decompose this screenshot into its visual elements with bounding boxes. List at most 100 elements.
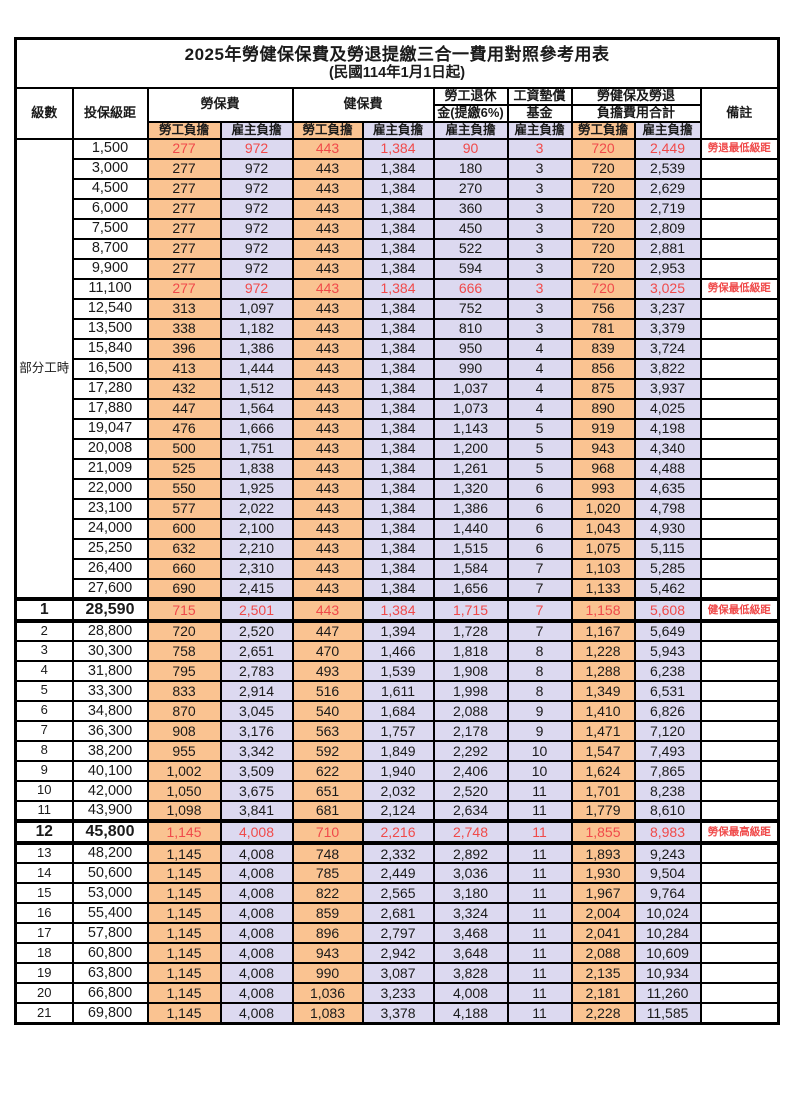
value-cell: 632 — [146, 537, 222, 560]
table-title-block: 2025年勞健保保費及勞退提繳三合一費用對照參考用表 (民國114年1月1日起) — [14, 37, 780, 89]
value-cell: 10 — [506, 739, 573, 762]
value-cell: 443 — [291, 137, 364, 160]
value-cell: 3 — [506, 217, 573, 240]
value-cell: 3,180 — [432, 882, 509, 905]
value-cell: 8,983 — [633, 818, 702, 846]
value-cell: 277 — [146, 237, 222, 260]
value-cell: 11 — [506, 962, 573, 985]
value-cell: 950 — [432, 337, 509, 360]
value-cell: 972 — [219, 197, 294, 220]
value-cell: 5,943 — [633, 639, 702, 662]
salary-bracket-cell: 69,800 — [71, 1002, 149, 1025]
remark-cell — [699, 619, 780, 642]
remark-cell — [699, 557, 780, 580]
value-cell: 1,145 — [146, 902, 222, 925]
value-cell: 1,167 — [570, 619, 636, 642]
value-cell: 443 — [291, 237, 364, 260]
value-cell: 972 — [219, 177, 294, 200]
value-cell: 443 — [291, 477, 364, 500]
salary-bracket-cell: 20,008 — [71, 437, 149, 460]
value-cell: 875 — [570, 377, 636, 400]
salary-bracket-cell: 50,600 — [71, 862, 149, 885]
value-cell: 443 — [291, 497, 364, 520]
remark-cell — [699, 799, 780, 822]
value-cell: 4,008 — [219, 1002, 294, 1025]
value-cell: 4,008 — [219, 942, 294, 965]
value-cell: 9 — [506, 719, 573, 742]
value-cell: 2,415 — [219, 577, 294, 600]
remark-cell — [699, 719, 780, 742]
value-cell: 1,384 — [361, 437, 435, 460]
value-cell: 2,088 — [432, 699, 509, 722]
value-cell: 443 — [291, 197, 364, 220]
table-row: 19 63,800 1,145 4,008 990 3,087 3,828 11 2,135 10… — [14, 962, 780, 985]
value-cell: 1,656 — [432, 577, 509, 600]
value-cell: 1,818 — [432, 639, 509, 662]
value-cell: 1,757 — [361, 719, 435, 742]
col-header-health-insurance: 健保費 — [291, 86, 435, 123]
col-header-salary: 投保級距 — [71, 86, 149, 140]
value-cell: 1,145 — [146, 882, 222, 905]
page-title: 2025年勞健保保費及勞退提繳三合一費用對照參考用表 — [184, 44, 610, 64]
value-cell: 6 — [506, 517, 573, 540]
salary-bracket-cell: 38,200 — [71, 739, 149, 762]
salary-bracket-cell: 11,100 — [71, 277, 149, 300]
value-cell: 4,008 — [219, 962, 294, 985]
value-cell: 993 — [570, 477, 636, 500]
value-cell: 5,115 — [633, 537, 702, 560]
value-cell: 710 — [291, 818, 364, 846]
value-cell: 11 — [506, 942, 573, 965]
value-cell: 9,243 — [633, 842, 702, 865]
value-cell: 7 — [506, 619, 573, 642]
value-cell: 856 — [570, 357, 636, 380]
remark-cell — [699, 237, 780, 260]
salary-bracket-cell: 53,000 — [71, 882, 149, 905]
value-cell: 443 — [291, 297, 364, 320]
value-cell: 1,684 — [361, 699, 435, 722]
value-cell: 7 — [506, 596, 573, 623]
value-cell: 1,384 — [361, 357, 435, 380]
level-cell: 7 — [14, 719, 74, 742]
value-cell: 360 — [432, 197, 509, 220]
remark-cell: 勞保最高級距 — [699, 818, 780, 846]
value-cell: 1,384 — [361, 596, 435, 623]
value-cell: 2,292 — [432, 739, 509, 762]
value-cell: 2,942 — [361, 942, 435, 965]
value-cell: 1,666 — [219, 417, 294, 440]
value-cell: 443 — [291, 217, 364, 240]
value-cell: 4 — [506, 377, 573, 400]
value-cell: 1,384 — [361, 397, 435, 420]
value-cell: 666 — [432, 277, 509, 300]
table-row: 20,008 500 1,751 443 1,384 1,200 5 943 4,340 — [16, 437, 780, 460]
remark-cell: 勞保最低級距 — [699, 277, 780, 300]
value-cell: 443 — [291, 357, 364, 380]
value-cell: 522 — [432, 237, 509, 260]
value-cell: 1,145 — [146, 842, 222, 865]
value-cell: 443 — [291, 317, 364, 340]
value-cell: 1,515 — [432, 537, 509, 560]
value-cell: 943 — [570, 437, 636, 460]
value-cell: 2,449 — [633, 137, 702, 160]
value-cell: 1,611 — [361, 679, 435, 702]
value-cell: 11 — [506, 982, 573, 1005]
salary-bracket-cell: 63,800 — [71, 962, 149, 985]
value-cell: 3 — [506, 237, 573, 260]
salary-bracket-cell: 8,700 — [71, 237, 149, 260]
value-cell: 1,384 — [361, 137, 435, 160]
value-cell: 3,675 — [219, 779, 294, 802]
value-cell: 5,285 — [633, 557, 702, 580]
value-cell: 3,724 — [633, 337, 702, 360]
value-cell: 443 — [291, 557, 364, 580]
remark-cell — [699, 397, 780, 420]
table-row: 15 53,000 1,145 4,008 822 2,565 3,180 11 1,967 9,… — [14, 882, 780, 905]
col-header-total-line1: 勞健保及勞退 — [570, 86, 702, 106]
salary-bracket-cell: 28,590 — [71, 596, 149, 623]
subheader-health-employer: 雇主負擔 — [361, 120, 435, 140]
salary-bracket-cell: 45,800 — [71, 818, 149, 846]
value-cell: 8 — [506, 679, 573, 702]
value-cell: 795 — [146, 659, 222, 682]
value-cell: 1,855 — [570, 818, 636, 846]
value-cell: 443 — [291, 397, 364, 420]
value-cell: 2,809 — [633, 217, 702, 240]
value-cell: 1,384 — [361, 577, 435, 600]
